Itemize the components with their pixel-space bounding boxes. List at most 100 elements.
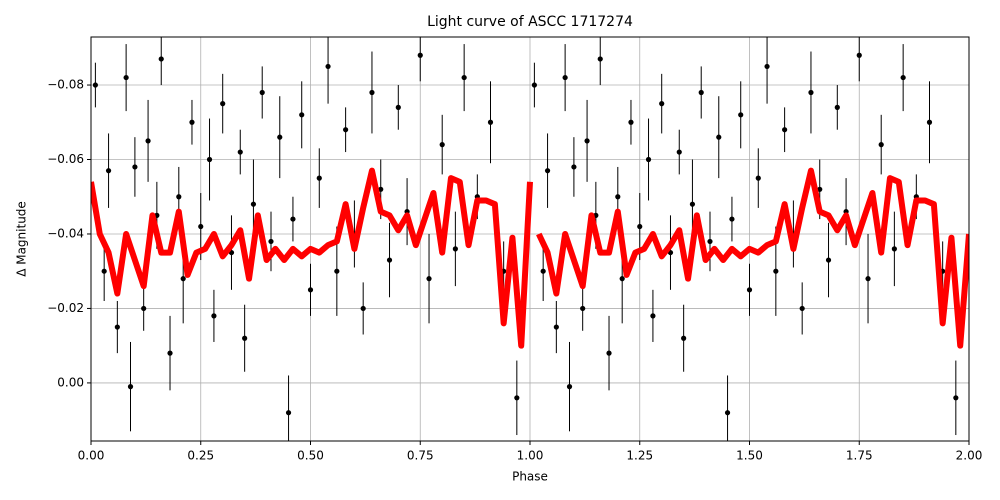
- data-point: [716, 134, 722, 140]
- data-point: [127, 384, 134, 390]
- data-point: [799, 305, 805, 312]
- y-tick-label: −0.08: [47, 78, 84, 92]
- data-point: [514, 395, 520, 401]
- data-point: [615, 194, 621, 200]
- data-point: [619, 276, 625, 282]
- data-point: [132, 164, 138, 170]
- x-axis-label: Phase: [512, 470, 548, 484]
- data-point: [426, 276, 432, 282]
- data-point: [189, 119, 195, 125]
- data-point: [900, 74, 906, 81]
- data-point: [105, 168, 112, 174]
- data-point: [395, 104, 401, 110]
- data-point: [114, 324, 120, 330]
- data-point: [553, 324, 559, 330]
- data-point: [334, 268, 340, 274]
- data-point: [953, 395, 959, 401]
- data-point: [606, 350, 612, 356]
- data-point: [825, 257, 832, 263]
- data-point: [926, 119, 933, 125]
- data-point: [378, 186, 384, 192]
- binned-line: [91, 167, 969, 349]
- x-tick-label: 0.50: [297, 449, 324, 463]
- data-point: [891, 246, 897, 252]
- x-tick-label: 1.00: [517, 449, 544, 463]
- x-tick-label: 1.50: [736, 449, 763, 463]
- data-point: [782, 127, 788, 133]
- data-point: [167, 350, 173, 356]
- x-tick-label: 0.00: [78, 449, 105, 463]
- data-point: [452, 246, 458, 252]
- x-tick-label: 2.00: [956, 449, 983, 463]
- data-point: [834, 104, 840, 110]
- data-point: [597, 56, 603, 62]
- data-point: [198, 223, 204, 230]
- chart-title: Light curve of ASCC 1717274: [427, 14, 633, 30]
- data-point: [290, 216, 296, 222]
- data-point: [206, 156, 213, 163]
- y-axis-label: Δ Magnitude: [15, 201, 29, 277]
- y-tick-label: −0.02: [47, 301, 84, 315]
- data-point: [299, 112, 305, 118]
- x-tick-label: 0.25: [187, 449, 214, 463]
- data-point: [707, 238, 713, 245]
- data-point: [566, 384, 573, 390]
- data-point: [689, 201, 696, 207]
- data-point: [628, 119, 634, 125]
- data-point: [242, 335, 248, 341]
- data-point: [659, 101, 665, 107]
- y-tick-label: −0.04: [47, 226, 84, 240]
- data-point: [316, 175, 322, 181]
- y-tick-label: −0.06: [47, 152, 84, 166]
- data-point: [307, 287, 314, 293]
- data-point: [724, 410, 731, 416]
- data-point: [461, 74, 467, 81]
- data-point: [158, 56, 164, 62]
- data-point: [856, 52, 862, 58]
- data-point: [123, 74, 129, 81]
- data-point: [562, 74, 568, 81]
- data-point: [259, 89, 265, 96]
- data-point: [676, 149, 682, 155]
- x-tick-label: 1.25: [626, 449, 653, 463]
- plot-area: [91, 37, 969, 441]
- data-point: [580, 305, 586, 312]
- data-point: [487, 119, 494, 125]
- data-point: [141, 305, 147, 312]
- data-point: [285, 410, 292, 416]
- data-point: [220, 101, 226, 107]
- data-point: [571, 164, 577, 170]
- data-point: [176, 194, 182, 200]
- data-point: [808, 89, 814, 96]
- data-point: [369, 89, 375, 96]
- data-point: [101, 268, 107, 274]
- data-point: [584, 138, 590, 144]
- data-point: [92, 82, 98, 88]
- data-point: [746, 287, 753, 293]
- y-tick-label: 0.00: [57, 375, 84, 389]
- data-point: [755, 175, 761, 181]
- data-point: [865, 276, 871, 282]
- data-point: [386, 257, 393, 263]
- data-point: [878, 142, 884, 148]
- data-point: [211, 313, 217, 319]
- data-point: [237, 149, 243, 155]
- x-tick-label: 0.75: [407, 449, 434, 463]
- axes: 0.00 0.25 0.50 0.75 1.00 1.25 1.50 1.75 2.00 −0.0…: [47, 78, 982, 463]
- data-point: [698, 89, 704, 96]
- data-point: [544, 168, 551, 174]
- data-point: [637, 223, 643, 230]
- data-point: [145, 138, 151, 144]
- data-point: [417, 52, 423, 58]
- data-point: [729, 216, 735, 222]
- data-point: [250, 201, 257, 207]
- data-point: [325, 63, 331, 70]
- data-point: [180, 276, 186, 282]
- x-tick-label: 1.75: [846, 449, 873, 463]
- data-point: [343, 127, 349, 133]
- data-point: [439, 142, 445, 148]
- data-point: [681, 335, 687, 341]
- data-point: [360, 305, 366, 312]
